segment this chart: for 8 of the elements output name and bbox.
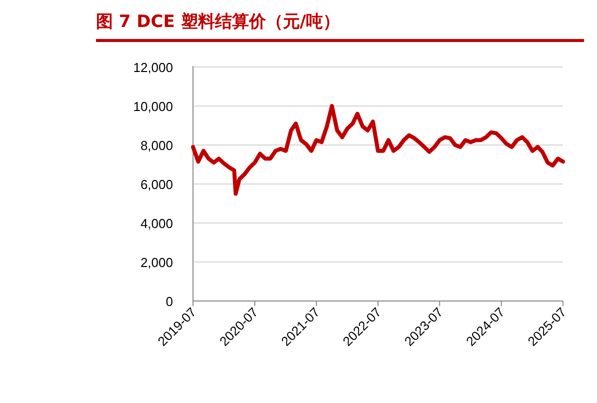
y-tick-label: 12,000 [133,60,173,75]
y-tick-label: 4,000 [140,216,173,231]
y-tick-label: 6,000 [140,177,173,192]
y-tick-label: 8,000 [140,138,173,153]
y-tick-label: 10,000 [133,99,173,114]
y-tick-label: 0 [166,294,173,309]
y-tick-label: 2,000 [140,255,173,270]
title: 图 7 DCE 塑料结算价（元/吨） [96,12,340,32]
